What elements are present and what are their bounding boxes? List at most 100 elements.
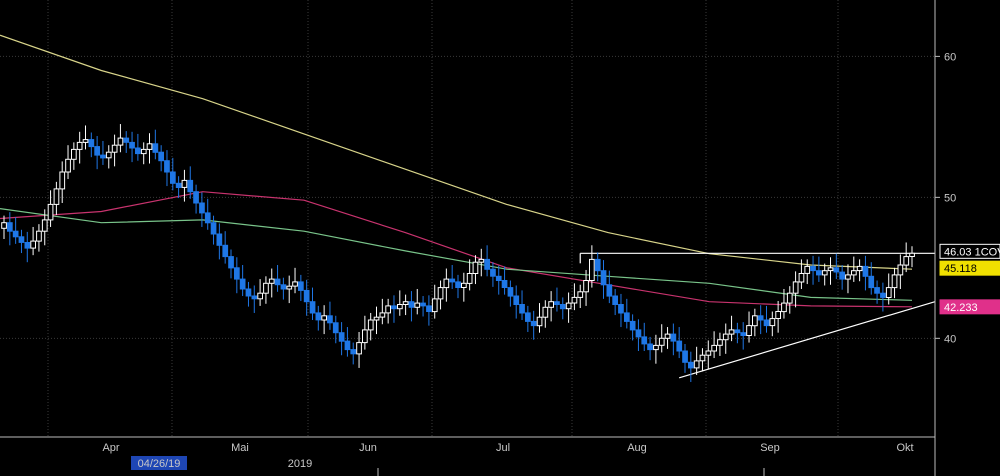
candle-body [624,312,630,322]
candle-body [559,304,566,310]
candle-body [338,332,345,342]
candle-body [455,281,461,288]
candle-body [222,244,229,258]
ma-short-line [0,208,913,301]
candle-body [839,271,845,280]
candle-body [682,350,688,363]
support-line [679,301,936,379]
price-label-text: 45.118 [944,263,977,275]
x-year-label: 2019 [288,458,312,470]
candle-body [187,179,194,193]
candle-body [117,137,124,146]
ma-mid-line [0,191,913,308]
candle-body [332,322,339,334]
candle-body [30,240,36,249]
candle-body [757,315,764,321]
candle-body [501,280,508,288]
candle-body [245,288,252,297]
candle-body [12,230,19,238]
candle-body [606,284,613,297]
candle-body [833,267,840,273]
candle-body [548,301,554,308]
candle-body [804,265,811,274]
candle-body [402,301,409,306]
candle-body [461,282,467,288]
candle-body [734,329,741,334]
candle-body [94,146,101,156]
candle-body [862,265,869,277]
price-label-text: 42.233 [944,302,978,314]
candle-body [554,301,560,306]
candle-body [688,361,694,369]
candle-body [752,315,758,327]
candle-body [478,258,485,263]
candle-body [367,319,374,331]
candle-body [123,137,130,143]
candle-body [530,320,537,327]
candle-body [525,312,531,322]
y-tick-label: 40 [944,333,956,345]
candle-body [385,305,391,314]
price-label-box [939,299,1000,315]
candle-body [571,296,578,304]
candle-body [472,261,479,275]
candle-body [431,298,438,313]
candle-body [18,236,25,243]
candle-body [746,325,752,337]
candle-body [495,275,502,281]
candle-body [65,158,71,173]
candle-body [629,320,636,331]
candle-body [845,274,851,280]
candle-body [827,267,834,272]
candle-body [851,270,857,276]
candle-body [536,316,543,327]
candle-body [594,258,601,272]
candle-body [397,304,403,310]
candle-body [391,305,397,310]
candles [1,124,915,383]
candle-body [140,148,147,155]
candle-body [507,287,514,297]
candle-body [880,292,886,298]
candle-body [251,295,258,300]
candle-body [82,139,89,143]
candle-body [234,267,240,280]
candle-body [303,289,310,303]
candle-body [111,144,118,153]
candle-body [59,171,66,190]
candle-body [722,333,729,341]
candle-body [443,278,450,289]
candle-body [204,212,211,224]
candle-body [24,242,31,249]
candle-body [53,188,60,205]
candle-body [664,333,671,339]
price-label-text: 46.03 1COV [944,246,1000,258]
candle-body [600,270,607,286]
candle-body [769,318,776,327]
candle-body [490,268,496,277]
candle-body [379,312,386,318]
candle-body [36,230,42,242]
candle-body [577,291,584,298]
candle-body [129,141,135,149]
candle-body [612,295,618,305]
ma-long-line [0,34,913,270]
candle-body [170,171,176,184]
candle-body [798,273,805,283]
x-tick-label: Jul [496,442,510,454]
candle-body [821,270,828,276]
y-tick-label: 50 [944,192,956,204]
x-tick-label: Jun [359,442,377,454]
candle-body [641,336,648,345]
x-tick-label: Aug [627,442,647,454]
candle-body [542,306,549,318]
candle-body [466,273,473,284]
candle-body [670,333,677,342]
candle-body [175,182,182,189]
candle-body [874,287,880,294]
candle-body [268,278,275,284]
candle-body [7,222,13,232]
x-tick-label: Okt [896,442,913,454]
candle-body [868,275,875,289]
